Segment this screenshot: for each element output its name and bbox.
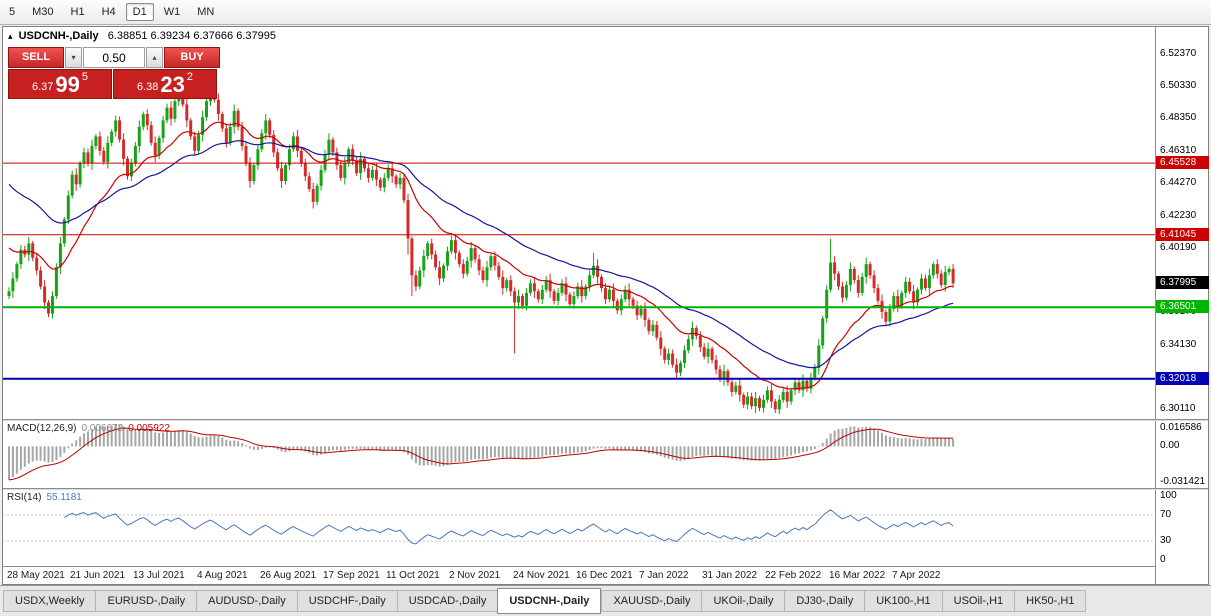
chart-tab-ukoil-daily[interactable]: UKOil-,Daily xyxy=(701,590,785,612)
date-axis-label: 7 Jan 2022 xyxy=(639,570,689,581)
chart-tab-hk50-h1[interactable]: HK50-,H1 xyxy=(1014,590,1087,612)
price-axis-label: 6.50330 xyxy=(1160,80,1197,91)
chart-tab-uk100-h1[interactable]: UK100-,H1 xyxy=(864,590,942,612)
chart-tab-usdcad-daily[interactable]: USDCAD-,Daily xyxy=(396,590,498,612)
price-axis-label: 6.44270 xyxy=(1160,177,1197,188)
chart-tab-xauusd-daily[interactable]: XAUUSD-,Daily xyxy=(601,590,702,612)
sell-price-tile[interactable]: 6.37 99 5 xyxy=(8,69,112,99)
macd-indicator-header: MACD(12,26,9) 0.006672 0.005922 xyxy=(7,423,175,434)
chart-tab-usdx-weekly[interactable]: USDX,Weekly xyxy=(3,590,96,612)
date-axis-label: 13 Jul 2021 xyxy=(133,570,185,581)
date-axis-label: 28 May 2021 xyxy=(7,570,65,581)
timeframe-toolbar: 5 M30 H1 H4 D1 W1 MN xyxy=(0,0,1211,25)
panel-splitter[interactable] xyxy=(3,419,1208,421)
buy-button[interactable]: BUY xyxy=(164,47,220,68)
rsi-name-label: RSI(14) xyxy=(7,492,42,503)
price-axis-label: 6.48350 xyxy=(1160,112,1197,123)
date-axis-label: 21 Jun 2021 xyxy=(70,570,126,581)
price-line-badge: 6.32018 xyxy=(1156,372,1209,385)
sell-price-prefix: 6.37 xyxy=(31,81,54,93)
chart-ohlc-values: 6.38851 6.39234 6.37666 6.37995 xyxy=(107,30,276,42)
timeframe-button-5[interactable]: 5 xyxy=(9,6,16,18)
buy-price-prefix: 6.38 xyxy=(136,81,159,93)
macd-axis-label: -0.031421 xyxy=(1160,476,1206,487)
one-click-trading-panel: SELL ▾ ▴ BUY 6.37 99 5 6.38 23 2 xyxy=(8,47,220,99)
sell-price-point: 5 xyxy=(81,71,89,83)
timeframe-button-h1[interactable]: H1 xyxy=(70,6,85,18)
chart-window: ▴ USDCNH-,Daily 6.38851 6.39234 6.37666 … xyxy=(2,26,1209,585)
current-price-badge: 6.37995 xyxy=(1156,276,1209,289)
price-axis-label: 6.30110 xyxy=(1160,403,1196,414)
price-axis-label: 6.40190 xyxy=(1160,242,1197,253)
price-axis-label: 6.46310 xyxy=(1160,145,1197,156)
buy-price-pips: 23 xyxy=(160,72,185,97)
price-line-badge: 6.41045 xyxy=(1156,228,1209,241)
chart-tab-usdcnh-daily[interactable]: USDCNH-,Daily xyxy=(497,588,602,614)
timeframe-button-m30[interactable]: M30 xyxy=(32,6,54,18)
panel-splitter[interactable] xyxy=(3,488,1208,490)
chart-tab-eurusd-daily[interactable]: EURUSD-,Daily xyxy=(95,590,197,612)
chart-tab-audusd-daily[interactable]: AUDUSD-,Daily xyxy=(196,590,297,612)
rsi-indicator-header: RSI(14) 55.1181 xyxy=(7,492,87,503)
volume-decrease-button[interactable]: ▾ xyxy=(65,47,82,68)
date-axis-label: 11 Oct 2021 xyxy=(386,570,440,581)
date-axis-label: 24 Nov 2021 xyxy=(513,570,570,581)
chart-title: ▴ USDCNH-,Daily 6.38851 6.39234 6.37666 … xyxy=(8,30,276,42)
chart-tab-usoil-h1[interactable]: USOil-,H1 xyxy=(941,590,1015,612)
date-axis-label: 2 Nov 2021 xyxy=(449,570,501,581)
volume-input[interactable] xyxy=(83,47,145,68)
date-axis-label: 17 Sep 2021 xyxy=(323,570,380,581)
price-line-badge: 6.45528 xyxy=(1156,156,1209,169)
rsi-axis-label: 70 xyxy=(1160,509,1172,520)
macd-panel-surface[interactable] xyxy=(3,421,1155,488)
timeframe-button-d1[interactable]: D1 xyxy=(125,3,154,21)
price-axis[interactable]: 6.52370 6.50330 6.48350 6.46310 6.44270 6.422… xyxy=(1155,27,1209,584)
date-axis-label: 4 Aug 2021 xyxy=(197,570,248,581)
one-click-collapse-icon[interactable]: ▴ xyxy=(8,31,13,41)
sell-price-pips: 99 xyxy=(55,72,80,97)
macd-name-label: MACD(12,26,9) xyxy=(7,423,77,434)
rsi-axis-label: 0 xyxy=(1160,554,1166,565)
chart-tabs-bar: USDX,Weekly EURUSD-,Daily AUDUSD-,Daily USD… xyxy=(0,585,1211,616)
timeframe-button-w1[interactable]: W1 xyxy=(163,6,181,18)
sell-button[interactable]: SELL xyxy=(8,47,64,68)
macd-axis-label: 0.016586 xyxy=(1160,422,1202,433)
rsi-axis-label: 100 xyxy=(1160,490,1177,501)
date-axis-label: 22 Feb 2022 xyxy=(765,570,822,581)
buy-price-point: 2 xyxy=(186,71,194,83)
rsi-axis-label: 30 xyxy=(1160,535,1172,546)
date-axis-label: 26 Aug 2021 xyxy=(260,570,317,581)
price-axis-label: 6.34130 xyxy=(1160,339,1197,350)
buy-price-tile[interactable]: 6.38 23 2 xyxy=(113,69,217,99)
price-axis-label: 6.52370 xyxy=(1160,48,1197,59)
macd-signal-value: 0.005922 xyxy=(128,423,170,434)
rsi-value: 55.1181 xyxy=(46,492,82,503)
price-line-badge: 6.36501 xyxy=(1156,300,1209,313)
chart-tab-dj30-daily[interactable]: DJ30-,Daily xyxy=(784,590,865,612)
date-axis-label: 16 Dec 2021 xyxy=(576,570,633,581)
date-axis-label: 31 Jan 2022 xyxy=(702,570,758,581)
volume-increase-button[interactable]: ▴ xyxy=(146,47,163,68)
timeframe-button-mn[interactable]: MN xyxy=(197,6,215,18)
chart-tab-usdchf-daily[interactable]: USDCHF-,Daily xyxy=(296,590,397,612)
date-axis: 28 May 2021 21 Jun 2021 13 Jul 2021 4 Aug 2… xyxy=(3,566,1155,584)
date-axis-label: 7 Apr 2022 xyxy=(892,570,941,581)
macd-axis-label: 0.00 xyxy=(1160,440,1180,451)
date-axis-label: 16 Mar 2022 xyxy=(829,570,886,581)
chart-symbol-label: USDCNH-,Daily xyxy=(18,30,99,42)
timeframe-button-h4[interactable]: H4 xyxy=(101,6,116,18)
rsi-panel-surface[interactable] xyxy=(3,490,1155,566)
price-axis-label: 6.42230 xyxy=(1160,210,1197,221)
macd-main-value: 0.006672 xyxy=(81,423,124,434)
